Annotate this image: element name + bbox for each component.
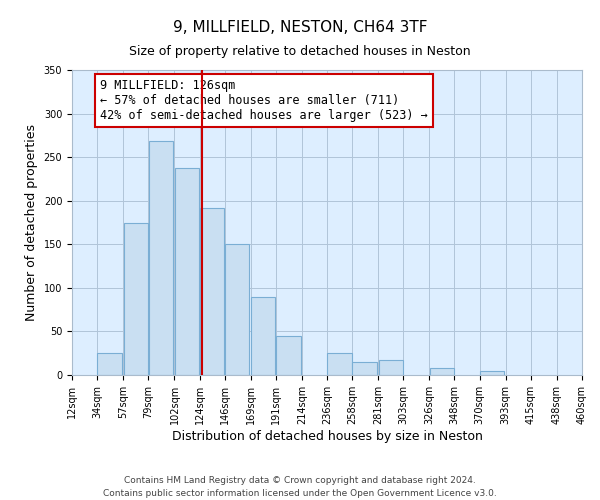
Text: Contains public sector information licensed under the Open Government Licence v3: Contains public sector information licen…: [103, 488, 497, 498]
Text: Contains HM Land Registry data © Crown copyright and database right 2024.: Contains HM Land Registry data © Crown c…: [124, 476, 476, 485]
Text: Size of property relative to detached houses in Neston: Size of property relative to detached ho…: [129, 45, 471, 58]
Bar: [200, 208, 224, 375]
Y-axis label: Number of detached properties: Number of detached properties: [25, 124, 38, 321]
Bar: [124, 222, 148, 375]
Bar: [430, 368, 454, 375]
Bar: [480, 370, 505, 375]
Bar: [327, 353, 352, 375]
Text: 9 MILLFIELD: 126sqm
← 57% of detached houses are smaller (711)
42% of semi-detac: 9 MILLFIELD: 126sqm ← 57% of detached ho…: [100, 79, 428, 122]
Bar: [352, 362, 377, 375]
Bar: [175, 168, 199, 375]
Bar: [225, 244, 250, 375]
Bar: [251, 296, 275, 375]
X-axis label: Distribution of detached houses by size in Neston: Distribution of detached houses by size …: [172, 430, 482, 442]
Bar: [149, 142, 173, 375]
Bar: [276, 336, 301, 375]
Bar: [97, 353, 122, 375]
Bar: [379, 360, 403, 375]
Text: 9, MILLFIELD, NESTON, CH64 3TF: 9, MILLFIELD, NESTON, CH64 3TF: [173, 20, 427, 35]
